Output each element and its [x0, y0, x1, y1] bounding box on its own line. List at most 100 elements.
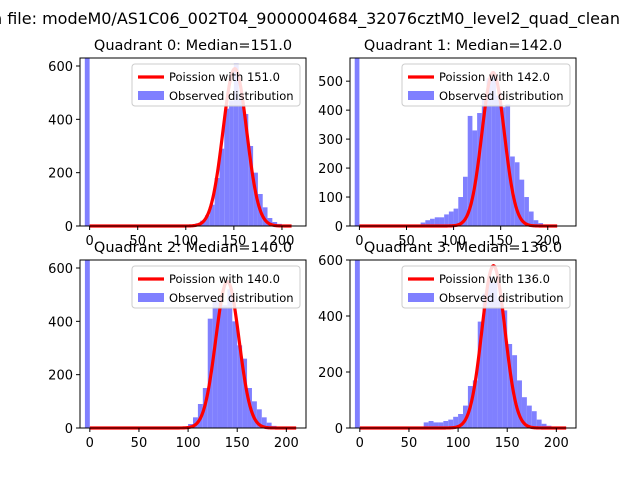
legend-hist-label: Observed distribution — [169, 89, 294, 103]
histogram-bar — [528, 211, 534, 226]
x-tick-label: 100 — [176, 436, 201, 451]
histogram-bar — [84, 260, 90, 428]
x-tick-label: 200 — [270, 234, 295, 249]
legend-hist-swatch — [408, 91, 434, 100]
y-tick-label: 600 — [318, 254, 343, 269]
y-tick-label: 400 — [318, 104, 343, 119]
histogram-bar — [256, 409, 262, 428]
histogram-bar — [227, 289, 233, 428]
histogram-bar — [420, 222, 426, 226]
legend-fit-label: Poission with 151.0 — [169, 70, 280, 84]
histogram-bar — [248, 146, 254, 226]
y-tick-label: 400 — [48, 315, 73, 330]
histogram-bar — [507, 344, 513, 428]
histogram-bar — [497, 299, 503, 428]
histogram-bar — [536, 419, 542, 428]
x-tick-label: 150 — [495, 436, 520, 451]
legend-box — [131, 63, 301, 107]
legend-hist-label: Observed distribution — [439, 291, 564, 305]
y-tick-label: 200 — [48, 369, 73, 384]
histogram-bar — [84, 58, 90, 226]
histogram-bar — [438, 422, 444, 428]
x-tick-label: 50 — [131, 436, 148, 451]
histogram-bar — [428, 421, 434, 428]
histogram-bar — [237, 345, 243, 428]
y-tick-label: 200 — [318, 162, 343, 177]
panel-title: Quadrant 0: Median=151.0 — [94, 38, 292, 54]
axes-frame — [349, 57, 577, 227]
panel-title: Quadrant 3: Median=136.0 — [364, 240, 562, 256]
histogram-bar — [443, 421, 449, 428]
y-tick-label: 300 — [318, 133, 343, 148]
histogram-bar — [425, 220, 431, 226]
histogram-bar — [453, 416, 459, 428]
histogram-bar — [444, 214, 449, 226]
histogram-bar — [500, 107, 506, 226]
histogram-bar — [219, 148, 225, 226]
histogram-bar — [354, 260, 360, 428]
x-tick-label: 150 — [488, 234, 513, 249]
y-tick-label: 400 — [318, 310, 343, 325]
x-tick-label: 150 — [225, 436, 250, 451]
legend-box — [401, 265, 571, 309]
histogram-bar — [222, 305, 228, 428]
x-tick-label: 0 — [86, 436, 94, 451]
histogram-bar — [533, 220, 539, 226]
histogram-bar — [519, 179, 525, 226]
legend-fit-label: Poission with 136.0 — [439, 272, 550, 286]
histogram-bar — [477, 321, 483, 428]
legend-hist-label: Observed distribution — [439, 89, 564, 103]
histogram-bar — [458, 414, 463, 428]
histogram-bar — [448, 211, 454, 226]
x-tick-label: 200 — [544, 436, 569, 451]
histogram-bar — [448, 419, 454, 428]
histogram-bar — [238, 98, 244, 226]
histogram-bar — [262, 207, 268, 226]
x-tick-label: 100 — [446, 436, 471, 451]
legend-box — [131, 265, 301, 309]
y-tick-label: 500 — [318, 75, 343, 90]
legend-hist-swatch — [138, 293, 164, 302]
x-tick-label: 0 — [85, 234, 93, 249]
histogram-bar — [229, 100, 234, 226]
y-tick-label: 200 — [48, 167, 73, 182]
y-tick-label: 200 — [318, 366, 343, 381]
x-tick-label: 0 — [356, 436, 364, 451]
histogram-bar — [266, 422, 272, 428]
y-tick-label: 400 — [48, 113, 73, 128]
x-tick-label: 50 — [401, 436, 418, 451]
panel-2: 0 50 100 150 200 0 200 400 600 Poission with 140.… — [48, 240, 307, 451]
legend-box — [401, 63, 571, 107]
histogram-bar — [531, 411, 537, 428]
legend-hist-swatch — [408, 293, 434, 302]
histogram-bar — [481, 98, 487, 226]
histogram-bar — [492, 282, 498, 428]
x-tick-label: 100 — [441, 234, 466, 249]
histogram-bar — [267, 218, 273, 226]
histogram-bar — [467, 115, 473, 226]
histogram-bar — [487, 276, 493, 428]
histogram-bar — [214, 178, 220, 226]
panel-title: Quadrant 2: Median=140.0 — [94, 240, 292, 256]
histogram-bar — [433, 422, 439, 428]
histogram-bar — [486, 78, 492, 226]
x-tick-label: 50 — [129, 234, 146, 249]
panel-3: 0 50 100 150 200 0 200 400 600 Poission with 136.… — [318, 240, 577, 451]
x-tick-label: 150 — [221, 234, 246, 249]
histogram-bar — [212, 300, 218, 428]
x-tick-label: 50 — [398, 234, 415, 249]
y-tick-label: 0 — [335, 220, 343, 235]
y-tick-label: 600 — [48, 262, 73, 277]
histogram-bar — [224, 108, 230, 226]
x-tick-label: 100 — [173, 234, 198, 249]
panel-title: Quadrant 1: Median=142.0 — [364, 38, 562, 54]
histogram-bar — [502, 310, 508, 428]
x-tick-label: 200 — [535, 234, 560, 249]
legend-fit-label: Poission with 142.0 — [439, 70, 550, 84]
histogram-bar — [439, 217, 445, 226]
histogram-bar — [526, 405, 532, 428]
histogram-panels: 0 50 100 150 200 0 200 400 600 Poission with 151.… — [48, 38, 577, 451]
histogram-bar — [463, 176, 468, 226]
axes-frame — [349, 259, 577, 429]
